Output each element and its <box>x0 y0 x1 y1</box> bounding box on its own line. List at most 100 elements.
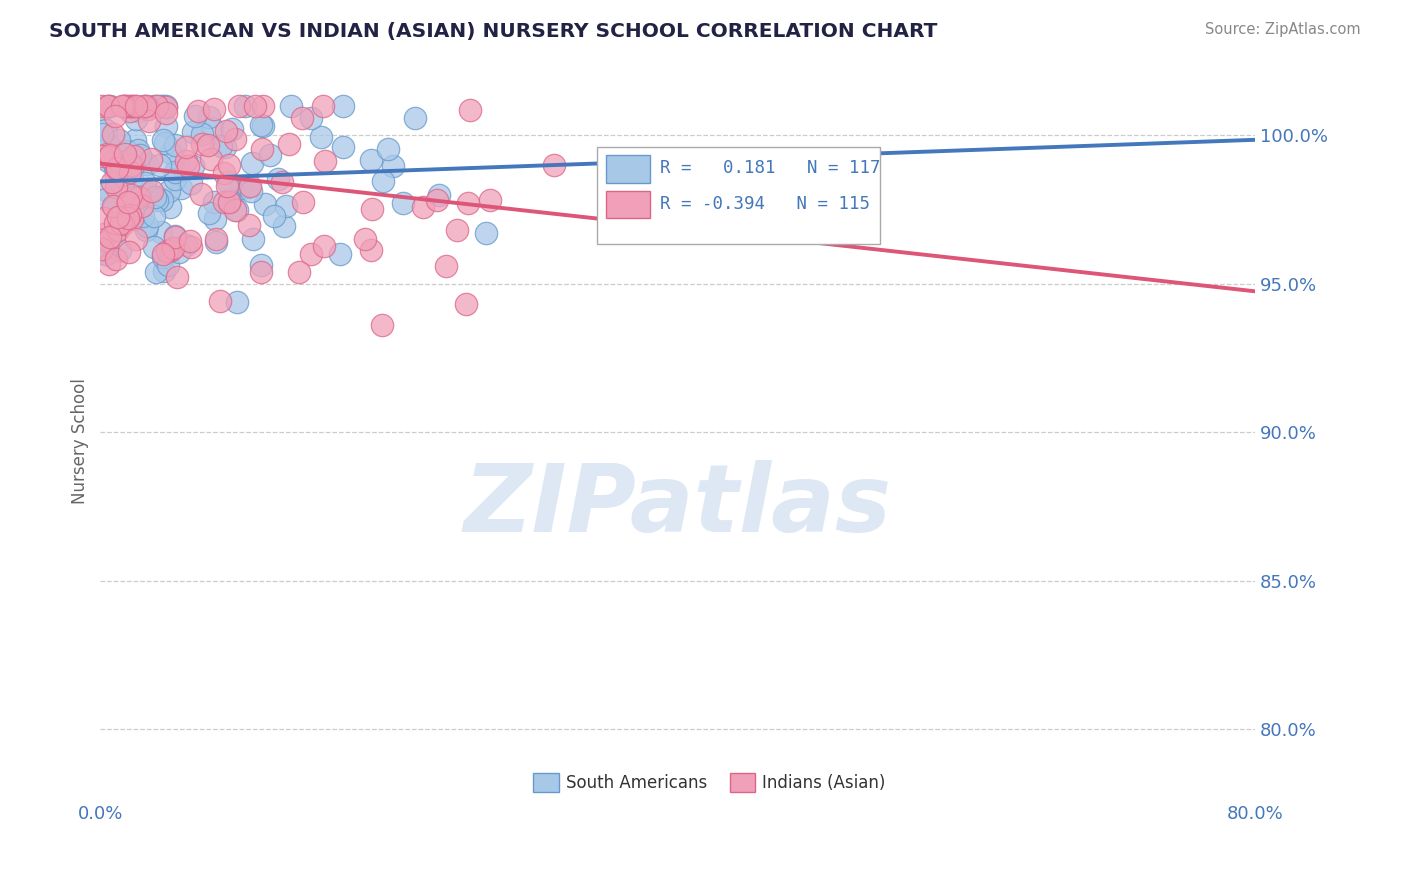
Point <box>97 234 120 248</box>
Text: SOUTH AMERICAN VS INDIAN (ASIAN) NURSERY SCHOOL CORRELATION CHART: SOUTH AMERICAN VS INDIAN (ASIAN) NURSERY… <box>49 22 938 41</box>
Point <box>217 175 239 189</box>
Point <box>202 103 225 117</box>
Point <box>238 218 260 232</box>
Point <box>360 243 382 257</box>
FancyBboxPatch shape <box>606 155 650 183</box>
Point <box>201 120 224 135</box>
Point <box>250 118 273 132</box>
Point <box>177 159 200 173</box>
Point <box>152 250 174 264</box>
Point <box>205 232 228 246</box>
Point <box>132 209 155 223</box>
Point <box>314 154 336 169</box>
Point <box>124 98 146 112</box>
Point <box>277 136 299 151</box>
Point <box>107 210 129 224</box>
Point <box>104 110 127 124</box>
Point <box>107 223 129 237</box>
Point <box>124 133 146 147</box>
Point <box>120 187 142 202</box>
Point <box>90 239 112 253</box>
Point <box>134 98 156 112</box>
Point <box>127 104 149 119</box>
Point <box>132 100 155 114</box>
Point <box>360 153 382 167</box>
Point <box>180 176 202 190</box>
Point <box>252 119 274 133</box>
Point <box>107 133 129 147</box>
Point <box>117 194 139 209</box>
Point <box>145 190 167 204</box>
Point <box>93 247 115 261</box>
Point <box>392 196 415 211</box>
Point <box>280 98 302 112</box>
Point <box>475 226 498 240</box>
Point <box>299 111 322 125</box>
Point <box>150 98 173 112</box>
Point <box>128 190 150 204</box>
Point <box>291 195 314 210</box>
Point <box>218 158 240 172</box>
Point <box>129 148 152 162</box>
Point <box>143 98 166 112</box>
Point <box>167 244 190 259</box>
Point <box>150 225 173 239</box>
Point <box>122 190 145 204</box>
Point <box>226 294 249 309</box>
Point <box>259 148 281 162</box>
Point <box>332 98 354 112</box>
Point <box>114 147 136 161</box>
Point <box>371 318 394 333</box>
Point <box>162 241 184 255</box>
Point <box>215 178 238 193</box>
Point <box>243 98 266 112</box>
Point <box>135 223 157 237</box>
Point <box>135 98 157 112</box>
Point <box>312 98 335 112</box>
Point <box>218 195 240 210</box>
Text: Indians (Asian): Indians (Asian) <box>762 773 886 792</box>
FancyBboxPatch shape <box>730 773 755 792</box>
FancyBboxPatch shape <box>533 773 558 792</box>
Point <box>103 225 125 239</box>
Point <box>121 171 143 186</box>
Point <box>191 136 214 151</box>
Point <box>97 98 120 112</box>
Point <box>239 178 262 193</box>
Point <box>427 188 450 202</box>
Point <box>157 185 180 199</box>
Point <box>101 199 124 213</box>
Point <box>214 140 236 154</box>
Point <box>118 103 141 118</box>
Point <box>166 270 188 285</box>
Point <box>159 146 181 161</box>
Point <box>122 159 145 173</box>
Point <box>127 206 149 220</box>
Point <box>253 197 276 211</box>
Point <box>276 199 298 213</box>
Point <box>114 147 136 161</box>
Point <box>250 258 273 272</box>
Point <box>112 98 135 112</box>
Point <box>215 124 238 138</box>
Point <box>94 192 117 206</box>
Point <box>240 184 263 198</box>
Point <box>159 200 181 214</box>
Point <box>179 235 201 249</box>
Point <box>225 203 247 218</box>
Point <box>543 158 565 172</box>
Point <box>457 196 479 211</box>
Point <box>228 98 250 112</box>
Point <box>180 240 202 254</box>
Point <box>412 201 434 215</box>
Point <box>152 133 174 147</box>
Point <box>117 98 139 112</box>
Point <box>165 164 187 178</box>
Point <box>156 258 179 272</box>
Point <box>97 150 120 164</box>
Point <box>145 193 167 207</box>
Point <box>224 202 246 217</box>
Point <box>242 156 264 170</box>
Point <box>153 136 176 150</box>
Point <box>187 104 209 119</box>
